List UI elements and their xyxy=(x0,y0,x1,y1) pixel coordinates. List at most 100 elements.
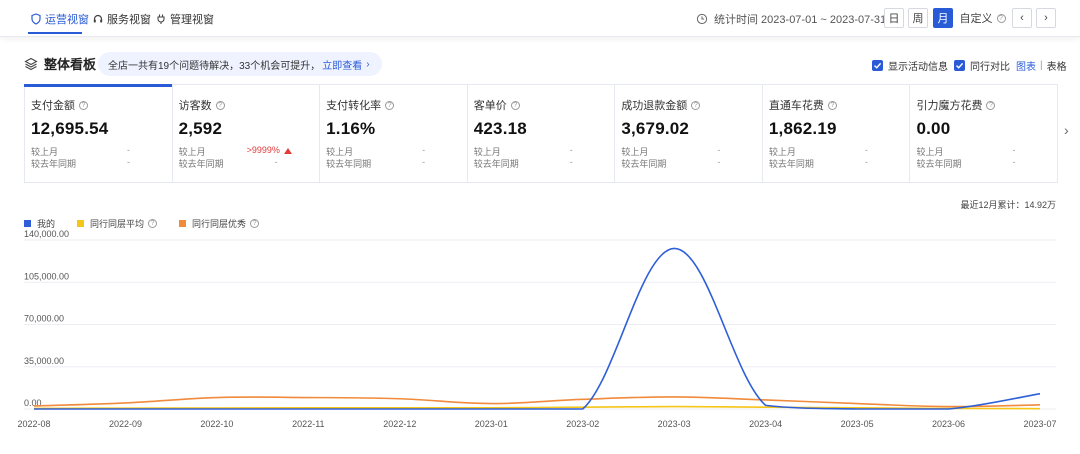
kpi-yoy-label: 较去年同期 xyxy=(473,159,519,169)
period-week-button[interactable]: 周 xyxy=(908,8,928,28)
data-point[interactable] xyxy=(672,405,676,409)
kpi-value: 12,695.54 xyxy=(31,119,109,138)
issue-notice-banner: 全店一共有19个问题待解决，33个机会可提升， 立即查看 › xyxy=(98,52,382,76)
kpi-label: 客单价? xyxy=(474,97,615,113)
data-point[interactable] xyxy=(855,407,859,411)
kpi-mom-value-text: - xyxy=(864,145,868,155)
kpi-mom-value: - xyxy=(717,145,720,155)
kpi-card[interactable]: 支付金额? 12,695.54 较上月 - 较去年同期 - xyxy=(24,84,173,182)
kpi-mom-label: 较上月 xyxy=(31,147,59,157)
data-point[interactable] xyxy=(764,403,768,407)
kpi-card[interactable]: 支付转化率? 1.16% 较上月 - 较去年同期 - xyxy=(320,85,468,182)
cumulative-summary: 最近12月累计：14.92万 xyxy=(960,200,1056,210)
data-point[interactable] xyxy=(672,246,676,250)
help-icon[interactable]: ? xyxy=(79,100,88,110)
kpi-yoy-value: - xyxy=(1012,157,1016,167)
kpi-card-row: 支付金额? 12,695.54 较上月 - 较去年同期 - 访客数? 2,592 较上月 >999… xyxy=(24,84,1058,183)
kpi-yoy-row: 较去年同期 - xyxy=(326,157,467,170)
view-table-toggle[interactable]: 表格 xyxy=(1046,62,1067,73)
help-icon[interactable]: ? xyxy=(148,219,158,228)
help-icon[interactable]: ? xyxy=(986,100,996,110)
kpi-card[interactable]: 成功退款金额? 3,679.02 较上月 - 较去年同期 - xyxy=(615,85,763,182)
view-chart-toggle[interactable]: 图表 xyxy=(1016,62,1036,73)
x-tick-label: 2022-10 xyxy=(200,419,233,429)
legend-item[interactable]: 我的 xyxy=(24,217,55,230)
help-icon[interactable]: ? xyxy=(691,100,701,110)
shield-icon xyxy=(30,13,42,25)
data-point[interactable] xyxy=(398,407,402,411)
data-point[interactable] xyxy=(1038,407,1042,411)
data-point[interactable] xyxy=(581,407,585,411)
kpi-mom-value-text: - xyxy=(422,145,426,155)
help-icon[interactable]: ? xyxy=(215,100,225,110)
period-custom-button[interactable]: 自定义 ? xyxy=(957,8,1008,28)
prev-period-button[interactable]: ‹ xyxy=(1012,8,1032,28)
option-activity-info[interactable]: 显示活动信息 xyxy=(872,58,948,73)
data-point[interactable] xyxy=(215,396,219,400)
kpi-mom-row: 较上月 - xyxy=(621,145,762,158)
kpi-yoy-label: 较去年同期 xyxy=(31,159,77,169)
kpi-card[interactable]: 直通车花费? 1,862.19 较上月 - 较去年同期 - xyxy=(763,85,911,182)
tab-service-view[interactable]: 服务视窗 xyxy=(92,10,151,28)
help-icon[interactable]: ? xyxy=(250,219,260,228)
tab-operation-view[interactable]: 运营视窗 xyxy=(30,10,89,28)
clock-icon xyxy=(696,13,708,25)
legend-label: 同行同层平均 xyxy=(90,219,145,229)
section-title: 整体看板 xyxy=(24,54,96,73)
legend-item[interactable]: 同行同层优秀? xyxy=(179,217,260,230)
data-point[interactable] xyxy=(32,407,36,411)
data-point[interactable] xyxy=(123,401,127,405)
x-tick-label: 2022-08 xyxy=(17,419,50,429)
next-period-button[interactable]: › xyxy=(1036,8,1056,28)
data-point[interactable] xyxy=(581,397,585,401)
data-point[interactable] xyxy=(855,402,859,406)
kpi-label: 访客数? xyxy=(179,97,320,113)
kpi-card[interactable]: 客单价? 423.18 较上月 - 较去年同期 - xyxy=(468,85,616,182)
kpi-mom-row: 较上月 >9999% xyxy=(179,145,320,158)
data-point[interactable] xyxy=(489,407,493,411)
kpi-mom-label: 较上月 xyxy=(768,147,796,157)
arrow-up-icon xyxy=(283,147,292,154)
kpi-next-arrow[interactable]: › xyxy=(1064,122,1069,138)
kpi-label-text: 支付金额 xyxy=(31,100,75,112)
checkbox-checked-icon[interactable] xyxy=(872,60,883,71)
data-point[interactable] xyxy=(1038,392,1042,396)
kpi-mom-value-text: - xyxy=(127,145,130,155)
help-icon[interactable]: ? xyxy=(510,100,520,110)
period-month-button[interactable]: 月 xyxy=(933,8,953,28)
stat-time-range: 统计时间 2023-07-01 ~ 2023-07-31 xyxy=(696,11,886,27)
data-point[interactable] xyxy=(489,402,493,406)
kpi-value: 2,592 xyxy=(178,119,223,138)
data-point[interactable] xyxy=(672,395,676,399)
tab-manage-view[interactable]: 管理视窗 xyxy=(155,10,214,28)
data-point[interactable] xyxy=(215,407,219,411)
plug-icon xyxy=(155,13,167,25)
y-tick-label: 105,000.00 xyxy=(24,271,69,281)
data-point[interactable] xyxy=(398,397,402,401)
legend-label: 我的 xyxy=(37,219,56,229)
x-tick-label: 2023-06 xyxy=(932,419,965,429)
kpi-card[interactable]: 引力魔方花费? 0.00 较上月 - 较去年同期 - xyxy=(910,85,1057,182)
help-icon[interactable]: ? xyxy=(827,100,837,110)
help-icon[interactable]: ? xyxy=(385,100,395,110)
data-point[interactable] xyxy=(764,398,768,402)
kpi-card[interactable]: 访客数? 2,592 较上月 >9999% 较去年同期 - xyxy=(173,85,321,182)
legend-item[interactable]: 同行同层平均? xyxy=(77,217,158,230)
data-point[interactable] xyxy=(123,407,127,411)
kpi-label-text: 访客数 xyxy=(178,100,212,112)
checkbox-checked-icon[interactable] xyxy=(954,60,965,71)
data-point[interactable] xyxy=(1038,403,1042,407)
data-point[interactable] xyxy=(947,407,951,411)
active-tab-indicator xyxy=(28,32,82,34)
stat-time-text: 统计时间 2023-07-01 ~ 2023-07-31 xyxy=(714,14,887,26)
kpi-yoy-row: 较去年同期 - xyxy=(621,157,762,170)
period-day-button[interactable]: 日 xyxy=(884,8,904,28)
kpi-yoy-row: 较去年同期 - xyxy=(769,157,910,170)
kpi-label-text: 直通车花费 xyxy=(768,100,824,112)
data-point[interactable] xyxy=(306,407,310,411)
kpi-yoy-row: 较去年同期 - xyxy=(474,157,615,170)
kpi-mom-value: - xyxy=(570,145,573,155)
option-peer-compare[interactable]: 同行对比 图表 | 表格 xyxy=(954,58,1067,73)
data-point[interactable] xyxy=(306,396,310,400)
view-now-link[interactable]: 立即查看 xyxy=(322,60,363,72)
